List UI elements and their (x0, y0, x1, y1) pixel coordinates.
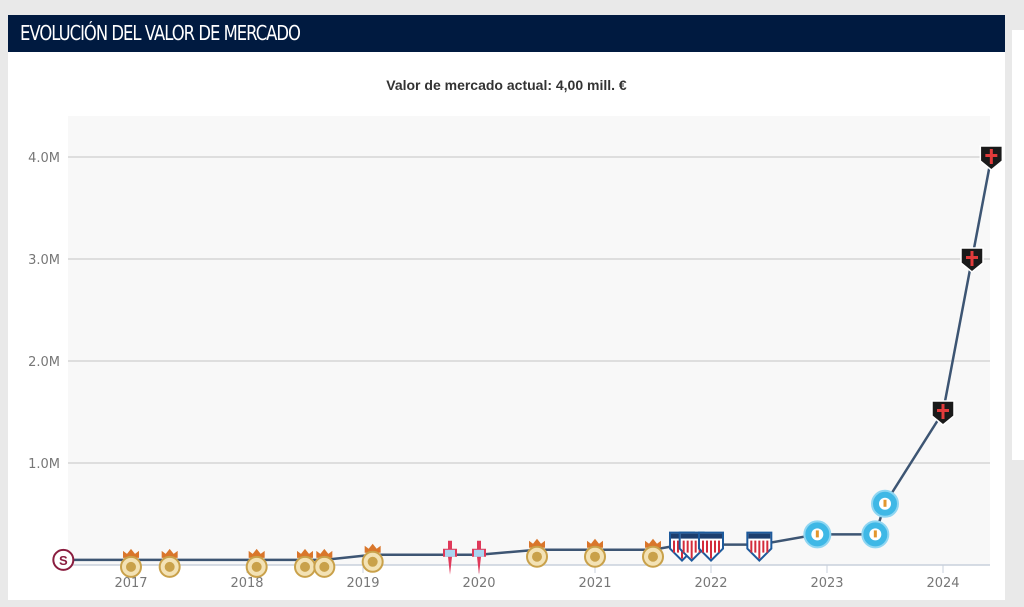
y-tick-label: 4.0M (28, 151, 60, 166)
data-point-lugo-icon (746, 531, 773, 563)
x-tick-label: 2019 (346, 576, 379, 591)
data-point-gold-crown-icon (120, 548, 142, 578)
data-point-gold-crown-icon (642, 538, 664, 568)
data-point-black-shield-icon (979, 145, 1004, 171)
data-point-saprissa-icon: S (52, 548, 75, 571)
y-tick-label: 3.0M (28, 253, 60, 268)
data-point-gold-crown-icon (313, 548, 336, 578)
data-point-gold-crown-icon (361, 543, 384, 573)
data-point-ibiza-icon (861, 520, 890, 549)
data-point-celta-icon (472, 540, 486, 575)
data-point-black-shield-icon (931, 400, 955, 426)
chart-title: Valor de mercado actual: 4,00 mill. € (386, 77, 627, 93)
section-title: EVOLUCIÓN DEL VALOR DE MERCADO (20, 21, 301, 45)
value-line (63, 156, 993, 562)
x-tick-label: 2017 (114, 576, 147, 591)
x-tick-label: 2023 (810, 576, 843, 591)
svg-text:S: S (59, 553, 68, 568)
data-point-celta-icon (443, 540, 457, 575)
data-point-gold-crown-icon (245, 548, 268, 578)
section-header: EVOLUCIÓN DEL VALOR DE MERCADO (8, 15, 1005, 52)
x-tick-label: 2018 (230, 576, 263, 591)
data-point-gold-crown-icon (158, 548, 181, 578)
data-point-gold-crown-icon (526, 538, 548, 568)
data-point-ibiza-icon (803, 520, 832, 549)
x-tick-label: 2021 (578, 576, 611, 591)
data-point-black-shield-icon (960, 247, 984, 273)
data-point-gold-crown-icon (584, 538, 606, 568)
data-point-gold-crown-icon (294, 548, 316, 578)
x-tick-label: 2020 (462, 576, 495, 591)
plot-area (68, 116, 990, 565)
x-tick-label: 2022 (694, 576, 727, 591)
y-tick-label: 1.0M (28, 457, 60, 472)
y-tick-label: 2.0M (28, 355, 60, 370)
adjacent-panel-edge (1012, 30, 1024, 460)
data-point-ibiza-icon (871, 489, 899, 518)
data-point-lugo-icon (698, 531, 724, 563)
x-tick-label: 2024 (926, 576, 959, 591)
